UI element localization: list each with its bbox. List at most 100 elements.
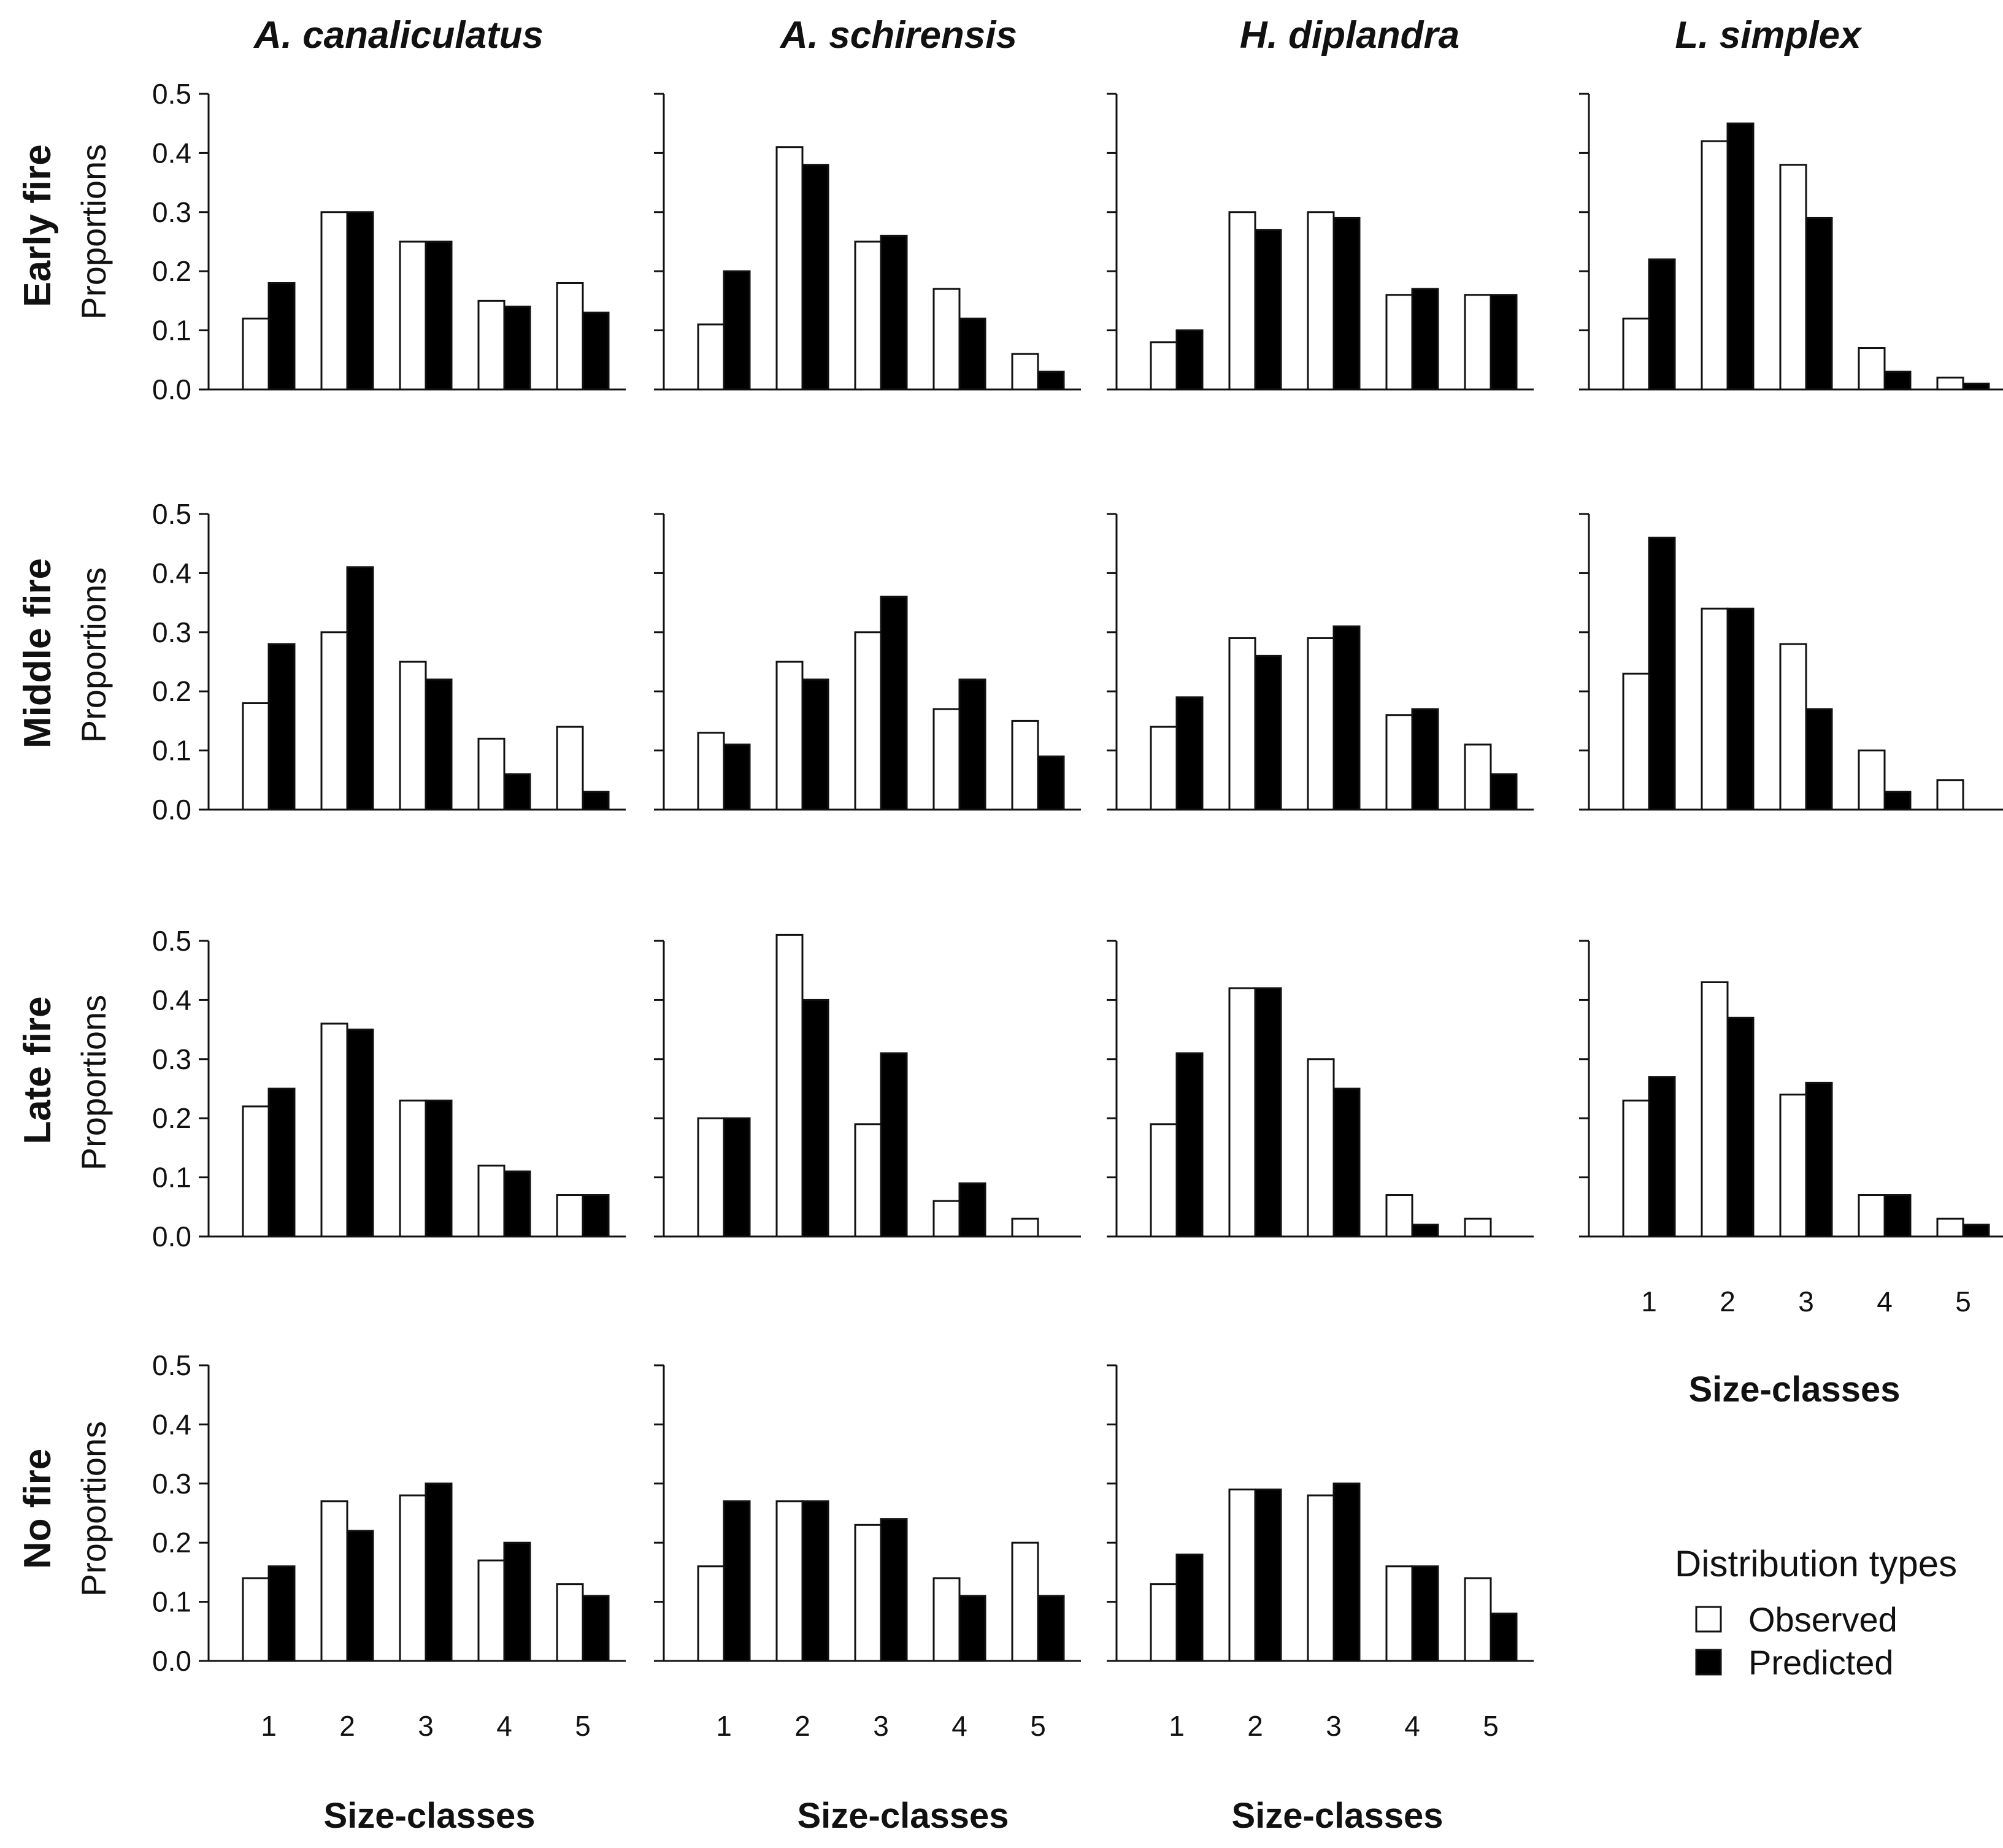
observed-bar-class-4 [477, 1164, 506, 1238]
predicted-bar-class-1 [723, 1117, 751, 1238]
observed-bar-class-2 [1701, 140, 1729, 391]
predicted-bar-class-1 [1648, 1076, 1676, 1238]
observed-bar-class-5 [1936, 1217, 1964, 1238]
y-tick-label: 0.5 [152, 498, 191, 530]
predicted-bar-class-5 [1037, 370, 1065, 391]
observed-bar-class-5 [1011, 353, 1039, 391]
y-tick-label: 0.3 [152, 616, 191, 648]
panel-4-3: 1 2 3 4 5 [1107, 1364, 1534, 1742]
row-title-no-fire: No fire [17, 1449, 59, 1569]
observed-bar-class-2 [775, 146, 804, 391]
observed-bar-class-2 [1701, 607, 1729, 811]
panel-1-2 [654, 93, 1081, 391]
observed-bar-class-5 [1464, 1217, 1492, 1238]
predicted-bar-class-1 [1648, 258, 1676, 391]
observed-bar-class-2 [1228, 987, 1256, 1238]
legend-label-observed: Observed [1748, 1600, 1897, 1639]
predicted-bar-class-3 [1332, 217, 1361, 391]
observed-bar-class-2 [320, 631, 348, 811]
observed-bar-class-1 [697, 1565, 725, 1662]
x-tick-label: 2 [1720, 1286, 1736, 1317]
predicted-bar-class-2 [1254, 987, 1282, 1238]
predicted-bar-class-5 [582, 1595, 610, 1662]
predicted-bar-class-1 [267, 643, 296, 811]
observed-bar-class-2 [775, 1500, 804, 1662]
x-tick-label: 4 [1877, 1286, 1893, 1317]
x-tick-label: 4 [952, 1710, 967, 1742]
x-tick-label: 2 [1247, 1710, 1263, 1742]
predicted-bar-class-3 [880, 1518, 908, 1662]
observed-bar-class-1 [1622, 1099, 1650, 1238]
observed-bar-class-3 [1307, 1494, 1335, 1662]
species-title-2: A. schirensis [779, 14, 1017, 56]
panel-4-2: 1 2 3 4 5 [654, 1364, 1081, 1742]
predicted-bar-class-2 [1726, 122, 1755, 391]
observed-bar-class-4 [1385, 1194, 1413, 1238]
y-tick-label: 0.1 [152, 1586, 191, 1618]
predicted-bar-class-2 [801, 999, 829, 1238]
observed-bar-class-4 [1858, 347, 1886, 391]
x-tick-label: 1 [1169, 1710, 1185, 1742]
observed-bar-class-4 [1385, 1565, 1413, 1662]
predicted-bar-class-1 [1175, 1052, 1204, 1238]
observed-bar-class-1 [1150, 341, 1178, 391]
predicted-bar-class-3 [880, 234, 908, 391]
predicted-bar-class-3 [1805, 217, 1833, 391]
predicted-bar-class-2 [1254, 229, 1282, 391]
observed-bar-class-3 [399, 1099, 427, 1238]
panel-3-1: 0.0 0.1 0.2 0.3 0.4 0.5 [152, 925, 626, 1252]
observed-bar-class-5 [1464, 743, 1492, 811]
predicted-bar-class-4 [958, 1595, 986, 1662]
row-title-late-fire: Late fire [17, 996, 59, 1144]
observed-bar-class-3 [399, 240, 427, 391]
observed-bar-class-5 [1936, 779, 1964, 811]
observed-bar-class-1 [1150, 726, 1178, 811]
observed-bar-class-3 [854, 240, 882, 391]
predicted-bar-class-4 [1411, 288, 1439, 391]
panel-2-2 [654, 513, 1081, 811]
observed-bar-class-2 [320, 1500, 348, 1662]
observed-bar-class-1 [697, 732, 725, 811]
predicted-bar-class-3 [1332, 625, 1361, 811]
predicted-bar-class-1 [267, 1565, 296, 1662]
predicted-bar-class-5 [582, 791, 610, 811]
observed-bar-class-4 [932, 1577, 961, 1662]
y-tick-label: 0.2 [152, 675, 191, 707]
y-tick-label: 0.4 [152, 137, 191, 169]
observed-bar-class-5 [556, 1583, 584, 1662]
y-tick-label: 0.1 [152, 315, 191, 347]
x-tick-label: 2 [339, 1710, 355, 1742]
predicted-bar-class-1 [723, 743, 751, 811]
x-tick-label: 1 [1641, 1286, 1657, 1317]
x-tick-label: 3 [873, 1710, 889, 1742]
observed-bar-class-3 [1779, 643, 1807, 811]
predicted-bar-class-5 [1962, 1224, 1990, 1238]
observed-bar-class-3 [1307, 211, 1335, 391]
y-tick-label: 0.3 [152, 1468, 191, 1500]
predicted-bar-class-2 [346, 1530, 374, 1662]
predicted-bar-class-3 [425, 1099, 453, 1238]
panel-2-3 [1107, 513, 1534, 811]
legend-label-predicted: Predicted [1748, 1643, 1894, 1682]
observed-bar-class-3 [1779, 1094, 1807, 1238]
predicted-bar-class-3 [1805, 708, 1833, 811]
observed-bar-class-3 [1779, 164, 1807, 391]
panel-1-3 [1107, 93, 1534, 391]
predicted-bar-class-4 [1883, 1194, 1912, 1238]
predicted-bar-class-5 [1490, 1612, 1518, 1662]
observed-bar-class-5 [1464, 1577, 1492, 1662]
observed-bar-class-5 [1464, 294, 1492, 391]
observed-bar-class-1 [697, 323, 725, 391]
y-tick-label: 0.0 [152, 374, 191, 405]
observed-bar-class-3 [399, 1494, 427, 1662]
y-tick-label: 0.3 [152, 1043, 191, 1075]
observed-bar-class-2 [1701, 981, 1729, 1238]
predicted-bar-class-4 [503, 1170, 531, 1238]
y-tick-label: 0.4 [152, 984, 191, 1016]
x-axis-label-col-1: Size-classes [323, 1796, 535, 1836]
row-title-early-fire: Early fire [17, 144, 59, 307]
observed-bar-class-3 [1307, 1058, 1335, 1238]
predicted-bar-class-1 [1648, 537, 1676, 811]
predicted-bar-class-2 [801, 678, 829, 811]
